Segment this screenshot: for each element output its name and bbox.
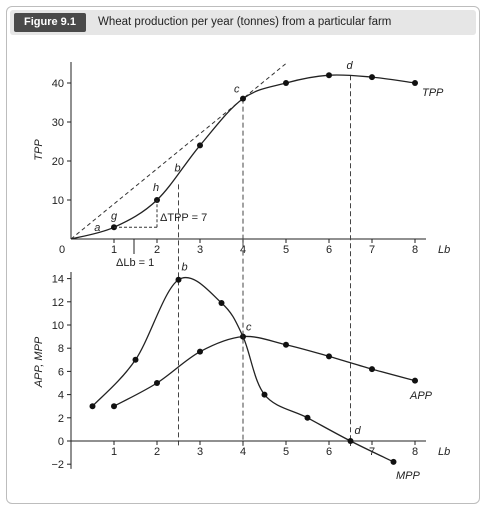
- x-tick-label-top: 3: [197, 244, 203, 256]
- mpp-curve: [92, 277, 394, 463]
- y-tick-label-bottom: 12: [52, 297, 64, 309]
- mpp-point: [304, 414, 311, 421]
- tpp-point: [197, 142, 203, 149]
- point-label-d-bottom: d: [355, 425, 362, 437]
- x-tick-label-bottom: 1: [111, 446, 117, 458]
- x-tick-label-top: 2: [154, 244, 160, 256]
- point-label-h-top: h: [153, 182, 159, 194]
- y-tick-label-bottom: −2: [51, 459, 64, 471]
- x-tick-label-top: 6: [326, 244, 332, 256]
- y-axis-label-top: TPP: [33, 139, 45, 161]
- x-tick-label-bottom: 6: [326, 446, 332, 458]
- x-axis-label-top: Lb: [438, 244, 450, 256]
- mpp-point: [261, 391, 268, 398]
- y-tick-label-bottom: 6: [58, 366, 64, 378]
- x-tick-label-top: 4: [240, 244, 246, 256]
- mpp-point: [347, 438, 354, 444]
- app-point: [369, 366, 375, 373]
- tpp-point: [369, 74, 375, 81]
- y-tick-label-top: 20: [52, 156, 64, 168]
- y-tick-label-bottom: 2: [58, 413, 64, 425]
- x-tick-label-bottom: 8: [412, 446, 418, 458]
- x-tick-label-top: 5: [283, 244, 289, 256]
- point-label-b-top: b: [175, 163, 181, 175]
- tpp-point: [283, 80, 289, 86]
- tpp-point: [412, 80, 418, 86]
- x-tick-label-bottom: 5: [283, 446, 289, 458]
- app-point: [154, 380, 160, 386]
- app-point: [412, 377, 418, 384]
- y-tick-label-top: 30: [52, 117, 64, 129]
- figure-header: [10, 10, 476, 35]
- point-label-g-top: g: [111, 210, 118, 222]
- y-tick-label-bottom: 4: [58, 390, 64, 402]
- x-tick-label-bottom: 2: [154, 446, 160, 458]
- app-point: [326, 353, 332, 360]
- x-axis-label-bottom: Lb: [438, 446, 450, 458]
- origin-label: 0: [59, 244, 65, 256]
- x-tick-label-bottom: 4: [240, 446, 246, 458]
- x-tick-label-top: 8: [412, 244, 418, 256]
- delta-lb-label: ΔLb = 1: [116, 257, 154, 269]
- point-label-b-bottom: b: [182, 262, 188, 274]
- mpp-point: [89, 403, 96, 410]
- y-tick-label-bottom: 8: [58, 343, 64, 355]
- y-tick-label-top: 10: [52, 195, 64, 207]
- point-label-c-top: c: [234, 84, 240, 96]
- x-tick-label-top: 1: [111, 244, 117, 256]
- app-point: [197, 348, 203, 355]
- tpp-series-label: TPP: [422, 87, 444, 99]
- figure-title: Wheat production per year (tonnes) from …: [98, 16, 392, 28]
- point-label-d-top: d: [347, 60, 354, 72]
- x-tick-label-top: 7: [369, 244, 375, 256]
- mpp-point: [390, 458, 397, 465]
- point-label-a-top: a: [94, 222, 100, 234]
- y-tick-label-bottom: 14: [52, 274, 64, 286]
- mpp-point: [132, 356, 139, 363]
- tpp-point: [326, 72, 332, 79]
- app-point: [283, 341, 289, 348]
- tpp-point: [240, 95, 246, 102]
- tangent-line: [70, 63, 287, 240]
- app-curve: [113, 335, 416, 407]
- y-axis-label-bottom: APP, MPP: [33, 336, 45, 388]
- y-tick-label-bottom: 0: [58, 436, 64, 448]
- y-tick-label-top: 40: [52, 78, 64, 90]
- mpp-series-label: MPP: [396, 470, 421, 482]
- app-point: [111, 403, 117, 410]
- delta-tpp-label: ΔTPP = 7: [160, 212, 207, 224]
- app-series-label: APP: [409, 390, 433, 402]
- mpp-point: [175, 276, 182, 283]
- y-tick-label-bottom: 10: [52, 320, 64, 332]
- mpp-point: [218, 299, 225, 306]
- point-label-c-bottom: c: [246, 322, 252, 334]
- x-tick-label-bottom: 3: [197, 446, 203, 458]
- figure-number: Figure 9.1: [14, 13, 86, 32]
